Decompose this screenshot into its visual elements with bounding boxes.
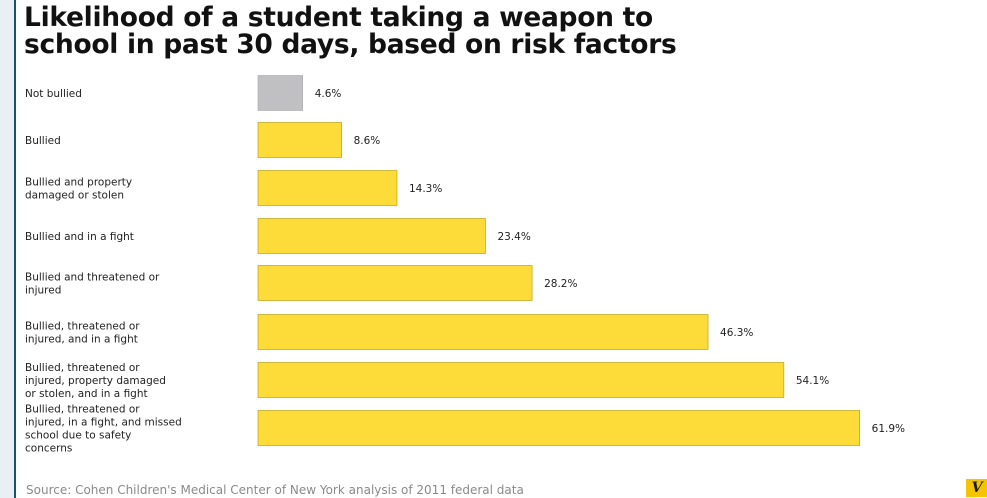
bar xyxy=(257,75,304,111)
bar xyxy=(257,314,709,350)
value-label: 14.3% xyxy=(409,183,442,195)
vox-logo-icon: V xyxy=(966,479,987,497)
chart-title: Likelihood of a student taking a weapon … xyxy=(24,4,984,58)
category-label: Not bullied xyxy=(25,88,82,100)
category-label: Bullied, threatened or injured, property … xyxy=(25,362,166,400)
bar-chart: Not bullied 4.6% Bullied 8.6% Bullied and pr… xyxy=(25,75,905,455)
category-label: Bullied xyxy=(25,135,61,147)
chart-title-line-1: Likelihood of a student taking a weapon … xyxy=(24,2,653,33)
bar xyxy=(257,122,342,158)
value-label: 46.3% xyxy=(720,327,753,339)
chart-frame: Likelihood of a student taking a weapon … xyxy=(14,0,987,498)
value-label: 61.9% xyxy=(872,423,905,435)
chart-title-line-2: school in past 30 days, based on risk fa… xyxy=(24,29,677,60)
value-label: 4.6% xyxy=(315,88,342,100)
bar xyxy=(257,170,398,206)
value-label: 23.4% xyxy=(497,231,530,243)
bar xyxy=(257,265,533,301)
bar xyxy=(257,410,860,446)
category-label: Bullied and threatened or injured xyxy=(25,272,160,297)
source-note: Source: Cohen Children's Medical Center … xyxy=(26,483,524,497)
bar xyxy=(257,218,486,254)
value-label: 54.1% xyxy=(796,375,829,387)
category-label: Bullied and in a fight xyxy=(25,231,134,243)
value-label: 28.2% xyxy=(544,278,577,290)
value-label: 8.6% xyxy=(354,135,381,147)
category-label: Bullied and property damaged or stolen xyxy=(25,177,132,202)
category-label: Bullied, threatened or injured, in a figh… xyxy=(25,404,182,455)
category-label: Bullied, threatened or injured, and in a … xyxy=(25,321,140,346)
bar xyxy=(257,362,785,398)
